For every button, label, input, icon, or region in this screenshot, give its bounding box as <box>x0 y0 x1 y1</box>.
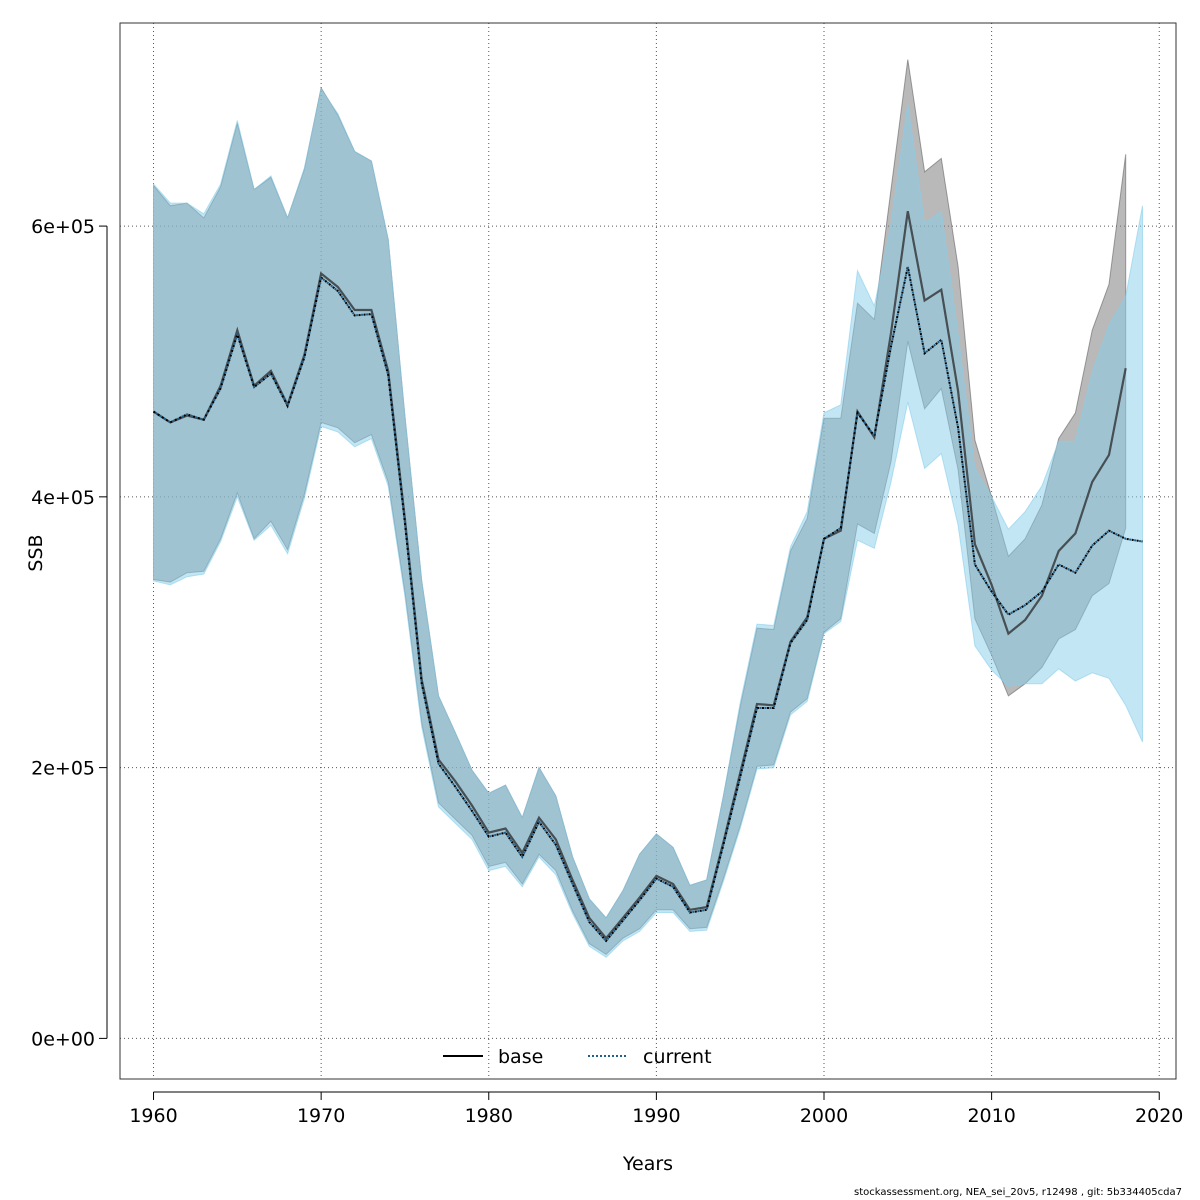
y-tick-label-0e+00: 0e+00 <box>31 1028 95 1050</box>
x-tick-label-2000: 2000 <box>800 1105 848 1127</box>
x-tick-label-1970: 1970 <box>297 1105 345 1127</box>
x-tick-label-1960: 1960 <box>129 1105 177 1127</box>
y-axis-label: SSB <box>25 534 47 571</box>
x-tick-label-2020: 2020 <box>1135 1105 1183 1127</box>
x-tick-label-1990: 1990 <box>632 1105 680 1127</box>
y-tick-label-2e+05: 2e+05 <box>31 758 95 780</box>
legend-current-label: current <box>643 1046 712 1068</box>
band-current <box>153 88 1143 958</box>
axes: 1960 1970 1980 1990 2000 2010 2020 0e+00 2e+05 4e… <box>31 22 1183 1127</box>
plot-frame <box>119 22 1177 1080</box>
x-axis-label: Years <box>622 1153 673 1175</box>
series-line-current <box>152 266 1143 943</box>
confidence-bands <box>153 59 1143 958</box>
series-lines <box>152 210 1143 943</box>
x-tick-label-1980: 1980 <box>465 1105 513 1127</box>
footer-credit: stockassessment.org, NEA_sei_20v5, r1249… <box>854 1187 1182 1198</box>
legend-base-label: base <box>498 1046 543 1068</box>
legend: base current <box>443 1046 712 1068</box>
y-tick-label-6e+05: 6e+05 <box>31 216 95 238</box>
y-tick-label-4e+05: 4e+05 <box>31 487 95 509</box>
x-tick-label-2010: 2010 <box>967 1105 1015 1127</box>
